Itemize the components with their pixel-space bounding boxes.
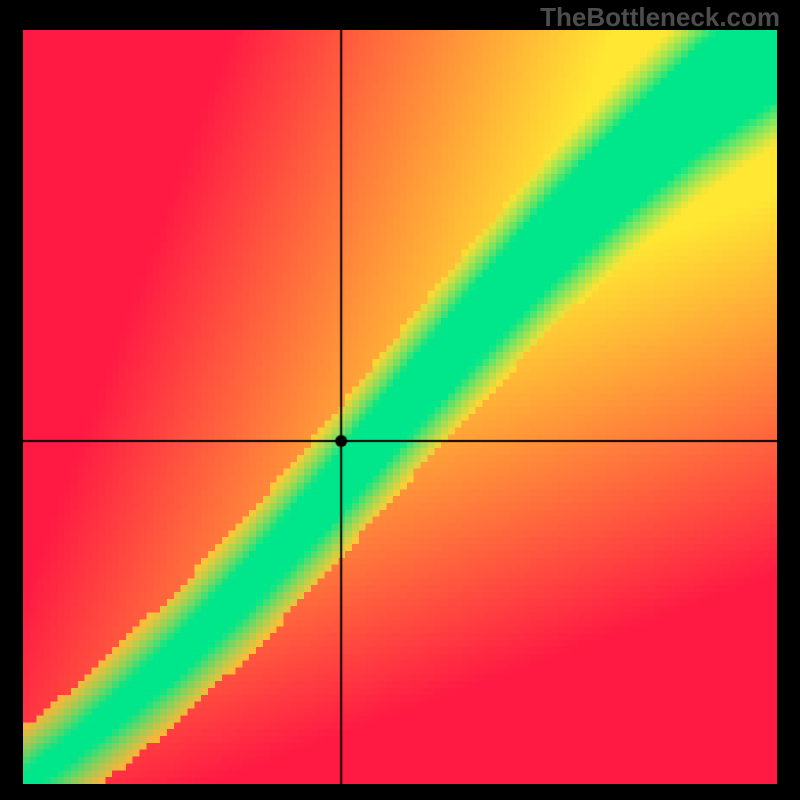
crosshair-overlay [23, 30, 777, 784]
chart-container: TheBottleneck.com [0, 0, 800, 800]
watermark-text: TheBottleneck.com [540, 2, 780, 33]
